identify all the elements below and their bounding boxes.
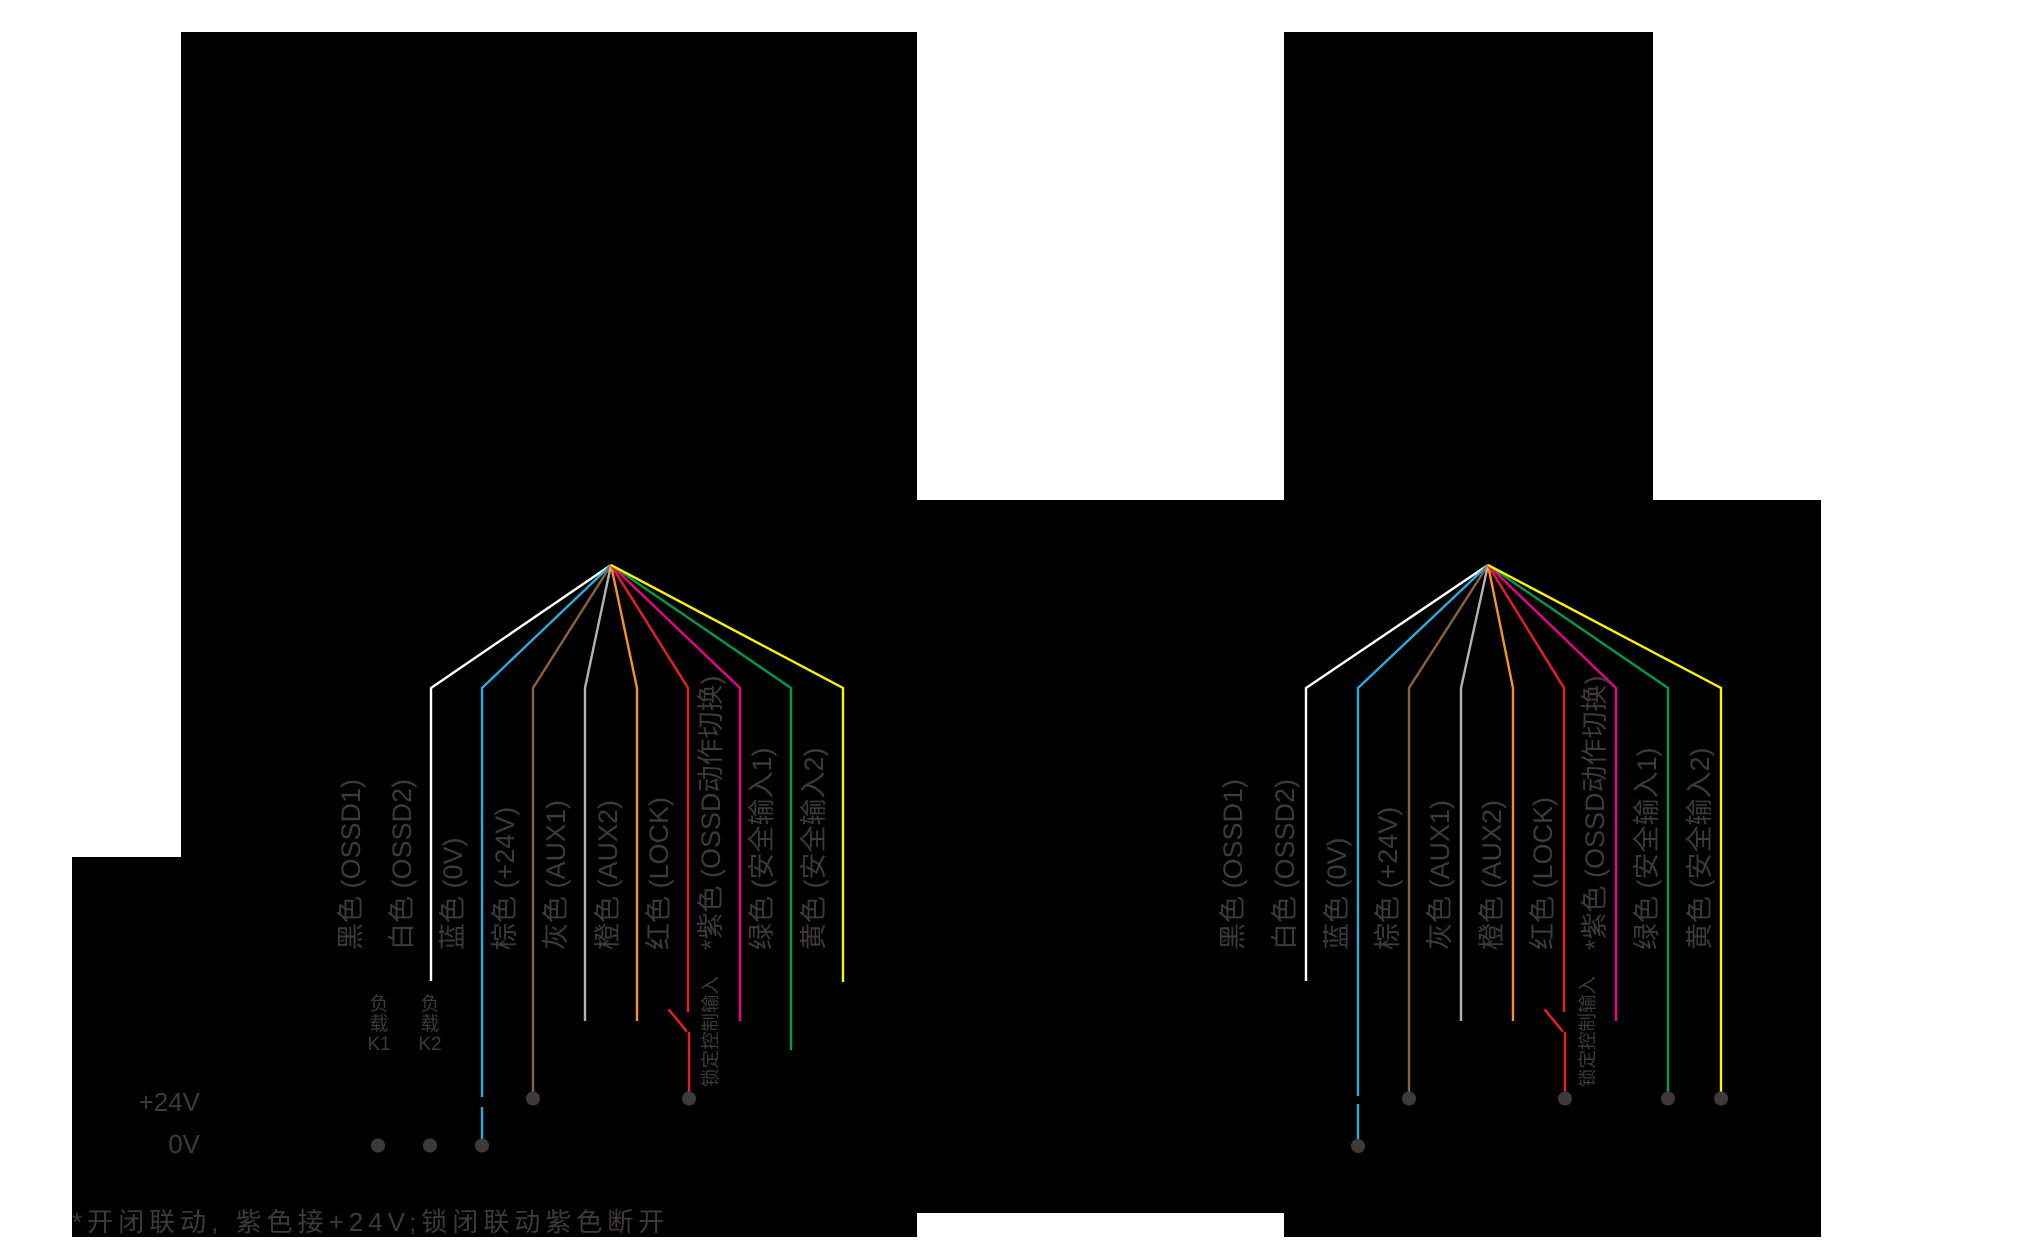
svg-text:橙色 (AUX2): 橙色 (AUX2) [1477,800,1507,950]
svg-text:K1: K1 [367,1034,390,1055]
svg-text:+24V: +24V [139,1087,201,1117]
svg-text:红色 (LOCK): 红色 (LOCK) [644,797,674,950]
svg-text:0V: 0V [168,1129,200,1159]
svg-text:绿色 (安全输入1): 绿色 (安全输入1) [1632,748,1662,951]
svg-text:黑色 (OSSD1): 黑色 (OSSD1) [336,779,366,950]
svg-text:红色 (LOCK): 红色 (LOCK) [1528,797,1558,950]
svg-text:*紫色 (OSSD动作切换): *紫色 (OSSD动作切换) [696,675,726,950]
svg-text:负: 负 [369,993,388,1015]
svg-text:棕色 (+24V): 棕色 (+24V) [1373,807,1403,950]
svg-text:*开闭联动, 紫色接+24V;锁闭联动紫色断开: *开闭联动, 紫色接+24V;锁闭联动紫色断开 [72,1207,669,1237]
svg-text:黄色 (安全输入2): 黄色 (安全输入2) [799,748,829,951]
svg-text:载: 载 [420,1013,439,1035]
svg-text:白色 (OSSD2): 白色 (OSSD2) [1270,779,1300,950]
svg-text:K2: K2 [418,1034,441,1055]
svg-text:锁定控制输入: 锁定控制输入 [1577,976,1598,1087]
svg-text:黑色 (OSSD1): 黑色 (OSSD1) [1218,779,1248,950]
svg-text:白色 (OSSD2): 白色 (OSSD2) [387,779,417,950]
svg-text:蓝色 (0V): 蓝色 (0V) [438,837,468,950]
svg-text:绿色 (安全输入1): 绿色 (安全输入1) [747,748,777,951]
svg-text:橙色 (AUX2): 橙色 (AUX2) [593,800,623,950]
svg-text:锁定控制输入: 锁定控制输入 [700,976,721,1087]
svg-text:载: 载 [369,1013,388,1035]
svg-text:黄色 (安全输入2): 黄色 (安全输入2) [1685,748,1715,951]
svg-text:灰色 (AUX1): 灰色 (AUX1) [1425,800,1455,950]
svg-text:负: 负 [420,993,439,1015]
svg-text:棕色 (+24V): 棕色 (+24V) [490,807,520,950]
svg-text:蓝色 (0V): 蓝色 (0V) [1322,837,1352,950]
svg-text:*紫色 (OSSD动作切换): *紫色 (OSSD动作切换) [1580,675,1610,950]
svg-text:灰色 (AUX1): 灰色 (AUX1) [541,800,571,950]
